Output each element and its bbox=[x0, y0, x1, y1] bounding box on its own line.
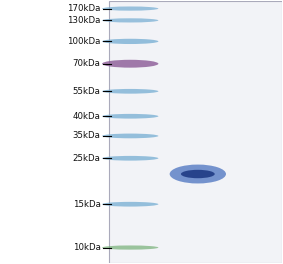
Ellipse shape bbox=[181, 170, 215, 178]
Text: 170kDa: 170kDa bbox=[67, 4, 101, 13]
Ellipse shape bbox=[102, 246, 158, 250]
Text: 35kDa: 35kDa bbox=[73, 131, 101, 140]
Ellipse shape bbox=[102, 39, 158, 44]
Text: 55kDa: 55kDa bbox=[73, 87, 101, 96]
Ellipse shape bbox=[102, 156, 158, 161]
Text: 25kDa: 25kDa bbox=[73, 154, 101, 163]
Ellipse shape bbox=[170, 164, 226, 183]
FancyBboxPatch shape bbox=[109, 1, 282, 263]
Ellipse shape bbox=[102, 7, 158, 11]
Ellipse shape bbox=[102, 60, 158, 68]
Text: 70kDa: 70kDa bbox=[73, 59, 101, 68]
Ellipse shape bbox=[102, 134, 158, 138]
Text: 130kDa: 130kDa bbox=[67, 16, 101, 25]
Text: 10kDa: 10kDa bbox=[73, 243, 101, 252]
Text: 15kDa: 15kDa bbox=[73, 200, 101, 209]
Ellipse shape bbox=[102, 114, 158, 119]
Text: 100kDa: 100kDa bbox=[67, 37, 101, 46]
Ellipse shape bbox=[102, 89, 158, 94]
Text: 40kDa: 40kDa bbox=[73, 112, 101, 121]
Ellipse shape bbox=[102, 202, 158, 207]
Ellipse shape bbox=[102, 18, 158, 22]
